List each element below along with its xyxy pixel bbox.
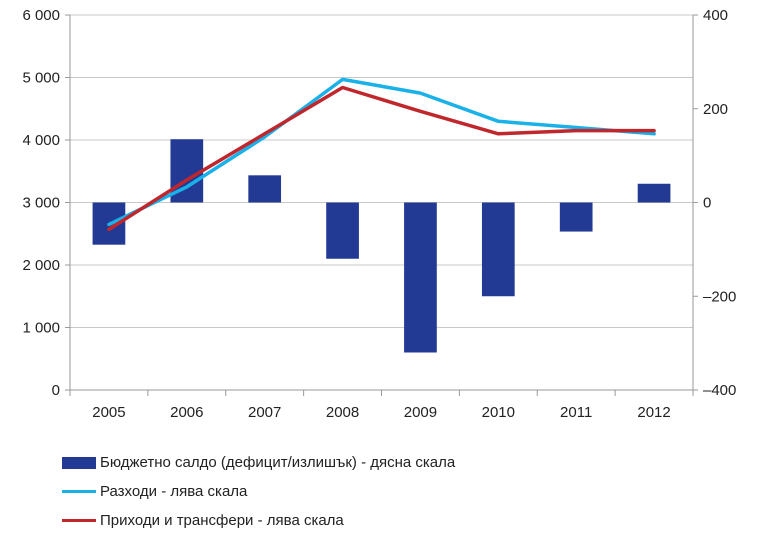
legend-label-revenue: Приходи и трансфери - лява скала (100, 512, 344, 529)
gridlines (70, 14, 693, 391)
left-tick-label: 3 000 (22, 195, 60, 212)
bar-series-budget-balance (92, 139, 671, 353)
bar-2012 (637, 183, 671, 203)
line-series (107, 77, 656, 232)
right-tick-label: –400 (703, 382, 736, 399)
right-tick-label: 400 (703, 7, 728, 24)
right-tick-label: 200 (703, 101, 728, 118)
right-tick-label: 0 (703, 195, 711, 212)
line-expenditure (107, 77, 656, 227)
bar-2009 (404, 202, 437, 353)
left-tick-label: 5 000 (22, 70, 60, 87)
legend-swatch-bar (62, 456, 96, 469)
left-axis-ticks: 0 1 000 2 000 3 000 4 000 5 000 6 000 (22, 7, 60, 399)
axes (65, 14, 698, 396)
x-tick-label-2006: 2006 (170, 404, 203, 421)
left-tick-label: 0 (52, 382, 60, 399)
line-revenue (107, 85, 656, 232)
legend-swatch-line-revenue (62, 519, 96, 522)
legend-item-revenue: Приходи и трансфери - лява скала (62, 506, 455, 535)
right-axis-ticks: –400 –200 0 200 400 (703, 7, 736, 399)
bar-2008 (326, 202, 359, 259)
x-tick-label-2011: 2011 (560, 404, 592, 421)
x-tick-label-2010: 2010 (482, 404, 515, 421)
legend-item-expenditure: Разходи - лява скала (62, 477, 455, 506)
x-tick-label-2012: 2012 (637, 404, 670, 421)
bar-2007 (248, 175, 282, 203)
x-tick-label-2005: 2005 (92, 404, 125, 421)
bar-2010 (481, 202, 515, 297)
legend-label-budget-balance: Бюджетно салдо (дефицит/излишък) - дясна… (100, 454, 456, 471)
legend: Бюджетно салдо (дефицит/излишък) - дясна… (62, 448, 455, 535)
bar-2011 (559, 202, 593, 232)
left-tick-label: 4 000 (22, 132, 60, 149)
x-tick-label-2007: 2007 (248, 404, 281, 421)
left-tick-label: 1 000 (22, 320, 60, 337)
legend-swatch-line-expenditure (62, 490, 96, 493)
legend-label-expenditure: Разходи - лява скала (100, 483, 248, 500)
x-tick-label-2009: 2009 (404, 404, 437, 421)
left-tick-label: 6 000 (22, 7, 60, 24)
right-tick-label: –200 (703, 288, 736, 305)
legend-item-budget-balance: Бюджетно салдо (дефицит/излишък) - дясна… (62, 448, 455, 477)
x-axis-ticks: 2005 2006 2007 2008 2009 2010 2011 2012 (92, 404, 671, 421)
x-tick-label-2008: 2008 (326, 404, 359, 421)
left-tick-label: 2 000 (22, 257, 60, 274)
